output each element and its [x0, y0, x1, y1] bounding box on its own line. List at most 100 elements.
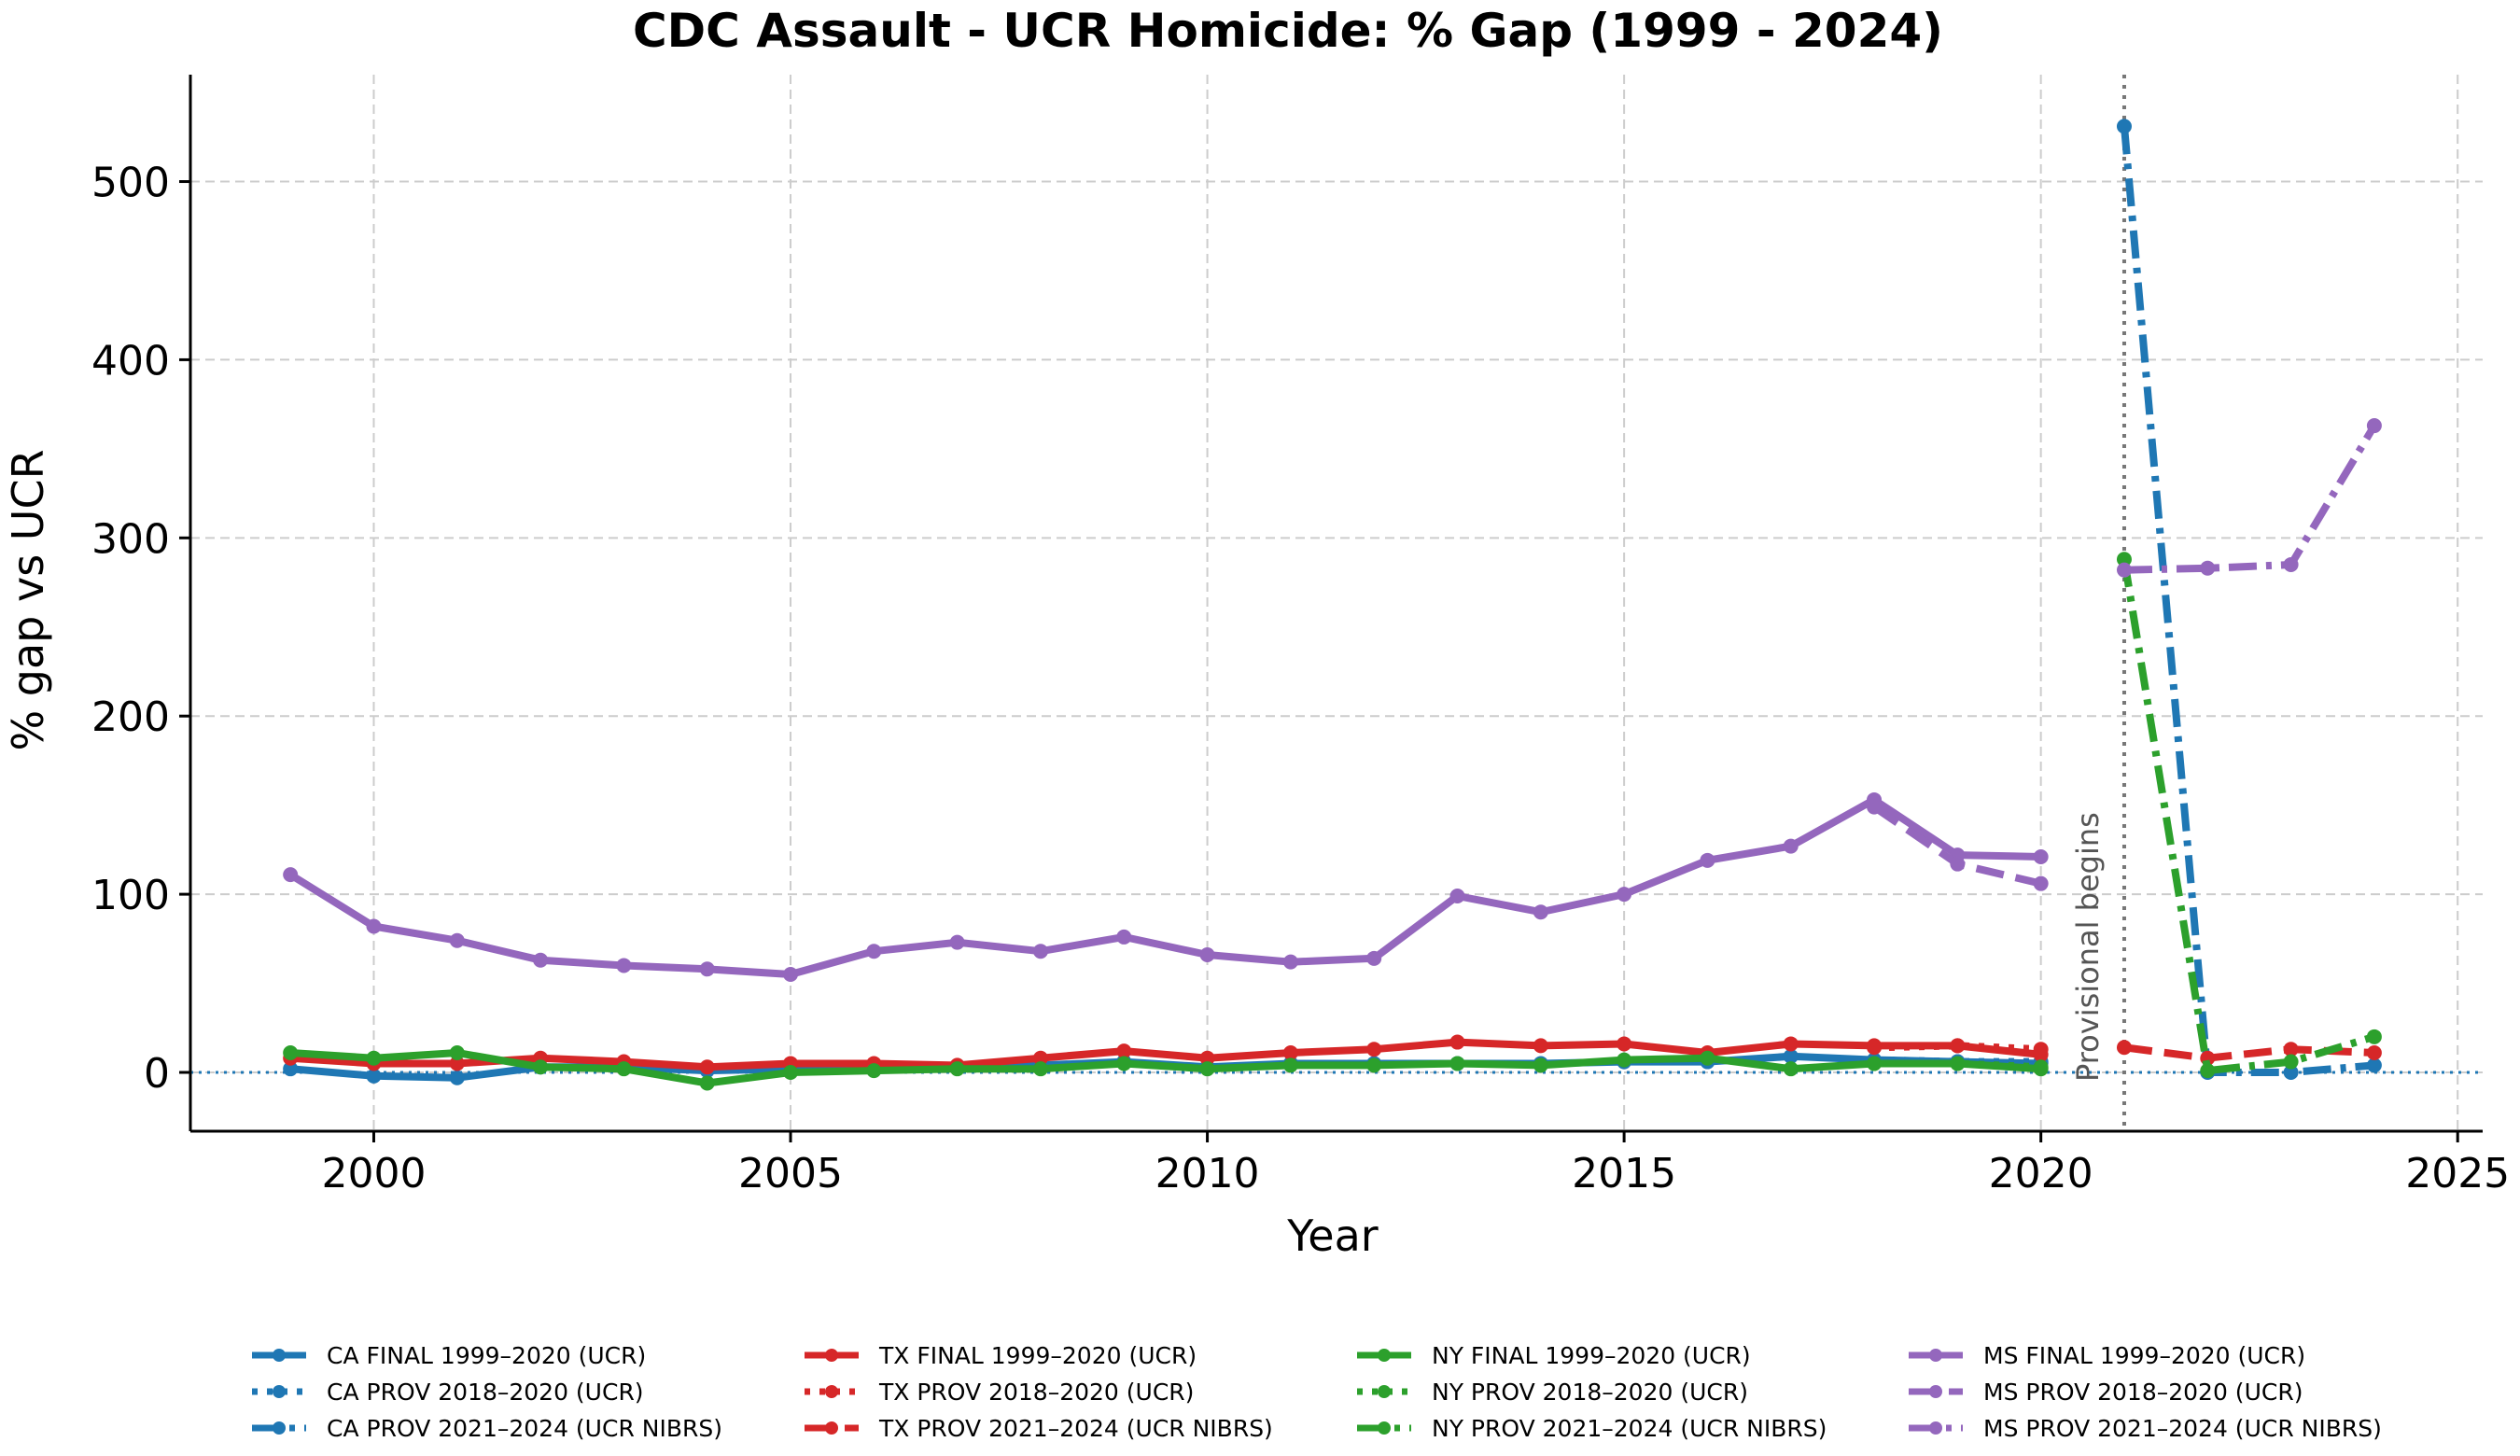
legend-label: TX PROV 2018–2020 (UCR) [878, 1379, 1194, 1406]
legend-item: CA PROV 2018–2020 (UCR) [252, 1379, 644, 1406]
x-tick-label: 2025 [2405, 1150, 2510, 1197]
data-point [1533, 1057, 1548, 1073]
x-tick-label: 2010 [1155, 1150, 1260, 1197]
data-point [783, 1065, 799, 1081]
legend-item: NY FINAL 1999–2020 (UCR) [1357, 1342, 1751, 1369]
legend-marker [1378, 1349, 1391, 1362]
x-tick-label: 2015 [1572, 1150, 1676, 1197]
series-line [1874, 1059, 2041, 1071]
data-point [449, 932, 465, 948]
legend-label: MS FINAL 1999–2020 (UCR) [1983, 1342, 2305, 1369]
y-tick-label: 200 [91, 693, 170, 741]
data-point [1282, 954, 1298, 970]
data-point [699, 1075, 715, 1091]
series-tx-prov-2021-2024-ucr-nibrs- [2116, 1040, 2382, 1066]
data-point [1366, 1042, 1382, 1057]
data-point [283, 1061, 299, 1077]
legend-marker [1378, 1421, 1391, 1435]
series-group [283, 119, 2382, 1091]
data-point [2033, 1042, 2049, 1057]
x-tick-label: 2020 [1989, 1150, 2093, 1197]
series-ca-prov-2021-2024-ucr-nibrs- [2116, 119, 2382, 1081]
y-tick-label: 0 [144, 1050, 170, 1098]
series-ms-final-1999-2020-ucr- [283, 791, 2049, 983]
legend-label: NY PROV 2021–2024 (UCR NIBRS) [1432, 1415, 1827, 1442]
series-line [289, 1038, 2042, 1071]
data-point [616, 958, 632, 973]
legend-marker [1378, 1385, 1391, 1398]
series-line [288, 795, 2041, 978]
data-point [1617, 1036, 1632, 1052]
legend-item: MS PROV 2021–2024 (UCR NIBRS) [1909, 1415, 2382, 1442]
y-tick-label: 500 [91, 160, 170, 207]
series-line [1873, 1042, 2041, 1054]
y-axis-label: % gap vs UCR [3, 449, 53, 750]
data-point [2366, 1029, 2382, 1044]
data-point [783, 967, 799, 983]
series-tx-prov-2018-2020-ucr- [1867, 1038, 2049, 1057]
data-point [1700, 1050, 1715, 1066]
legend-label: TX PROV 2021–2024 (UCR NIBRS) [878, 1415, 1273, 1442]
data-point [1116, 1056, 1132, 1071]
series-line [1873, 1056, 2041, 1066]
data-point [2283, 1042, 2299, 1057]
data-point [699, 1059, 715, 1075]
data-point [2200, 560, 2216, 576]
legend-label: NY FINAL 1999–2020 (UCR) [1432, 1342, 1751, 1369]
data-point [2033, 875, 2049, 891]
legend-item: MS FINAL 1999–2020 (UCR) [1909, 1342, 2305, 1369]
legend-item: NY PROV 2018–2020 (UCR) [1357, 1379, 1748, 1406]
data-point [616, 1061, 632, 1077]
data-point [2116, 562, 2132, 578]
data-point [1366, 950, 1382, 966]
data-point [1867, 799, 1883, 815]
legend-marker [1929, 1385, 1942, 1398]
legend-item: TX PROV 2021–2024 (UCR NIBRS) [805, 1415, 1273, 1442]
series-line [2123, 424, 2378, 574]
data-point [1700, 852, 1715, 868]
data-point [1199, 1061, 1215, 1077]
data-point [949, 1061, 965, 1077]
legend-marker [273, 1421, 286, 1435]
data-point [1533, 1038, 1548, 1054]
data-point [1867, 1040, 1883, 1056]
legend-item: NY PROV 2021–2024 (UCR NIBRS) [1357, 1415, 1827, 1442]
series-ms-prov-2018-2020-ucr- [1867, 799, 2049, 891]
data-point [1032, 1061, 1048, 1077]
data-point [1032, 944, 1048, 959]
axes [189, 75, 2483, 1133]
data-point [866, 1063, 882, 1079]
data-point [449, 1056, 465, 1071]
legend-marker [273, 1349, 286, 1362]
data-point [283, 867, 299, 883]
legend-label: CA PROV 2021–2024 (UCR NIBRS) [327, 1415, 722, 1442]
series-ny-prov-2018-2020-ucr- [1867, 1056, 2049, 1075]
series-ny-prov-2021-2024-ucr-nibrs- [2116, 552, 2382, 1079]
data-point [1366, 1057, 1382, 1073]
data-point [1449, 1034, 1465, 1050]
data-point [366, 918, 382, 934]
data-point [1116, 1043, 1132, 1059]
chart-title: CDC Assault - UCR Homicide: % Gap (1999 … [633, 4, 1943, 58]
data-point [1449, 1056, 1465, 1071]
tick-labels: 2000 2005 2010 2015 2020 2025 0 100 200 300 400 500 [91, 160, 2510, 1197]
legend-label: CA PROV 2018–2020 (UCR) [327, 1379, 644, 1406]
x-axis-label: Year [1286, 1211, 1378, 1261]
data-point [1282, 1057, 1298, 1073]
data-point [1032, 1050, 1048, 1066]
y-tick-label: 100 [91, 872, 170, 919]
data-point [2366, 1045, 2382, 1061]
data-point [449, 1070, 465, 1085]
data-point [1199, 947, 1215, 963]
data-point [1783, 838, 1799, 854]
legend-item: CA PROV 2021–2024 (UCR NIBRS) [252, 1415, 722, 1442]
series-line [289, 1049, 2041, 1087]
data-point [2366, 418, 2382, 434]
series-line [2121, 558, 2376, 1075]
data-point [1617, 887, 1632, 903]
series-line [2121, 126, 2375, 1076]
data-point [1867, 1056, 1883, 1071]
data-point [1116, 929, 1132, 945]
legend-label: NY PROV 2018–2020 (UCR) [1432, 1379, 1748, 1406]
data-point [1282, 1045, 1298, 1061]
